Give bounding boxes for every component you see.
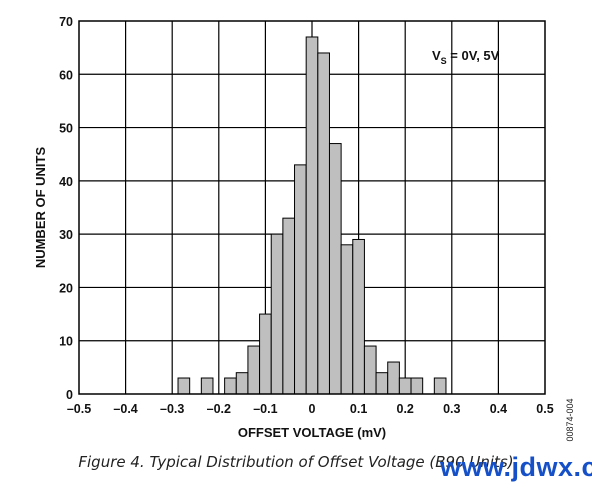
plot-frame bbox=[78, 20, 546, 395]
histogram-bar bbox=[270, 233, 284, 395]
histogram-bar bbox=[224, 377, 237, 395]
annotation-prefix: V bbox=[432, 48, 441, 63]
histogram-bar bbox=[328, 143, 342, 395]
y-tick-label: 20 bbox=[59, 281, 73, 295]
y-tick-labels: 0 10 20 30 40 50 60 70 bbox=[59, 15, 73, 402]
histogram-bar bbox=[387, 361, 400, 395]
histogram-bar bbox=[375, 372, 389, 395]
histogram-bar bbox=[235, 372, 249, 395]
y-tick-label: 0 bbox=[66, 388, 73, 402]
histogram-bar bbox=[282, 217, 296, 395]
y-tick-label: 50 bbox=[59, 122, 73, 136]
x-tick-label: 0.1 bbox=[350, 402, 367, 416]
y-tick-label: 70 bbox=[59, 15, 73, 29]
histogram-bar bbox=[433, 377, 447, 395]
histogram-bar bbox=[352, 238, 365, 395]
histogram-bars bbox=[177, 36, 447, 395]
supply-voltage-annotation: VS = 0V, 5V bbox=[432, 48, 500, 66]
x-tick-label: –0.3 bbox=[160, 402, 184, 416]
watermark: www.jdwx.cn bbox=[440, 452, 592, 482]
x-tick-label: –0.1 bbox=[253, 402, 277, 416]
figure-caption: Figure 4. Typical Distribution of Offset… bbox=[78, 453, 514, 471]
x-tick-label: –0.5 bbox=[67, 402, 91, 416]
histogram-bar bbox=[200, 377, 214, 395]
histogram-bar bbox=[317, 52, 330, 395]
histogram-bar bbox=[259, 313, 272, 395]
y-tick-label: 30 bbox=[59, 228, 73, 242]
x-tick-labels: –0.5 –0.4 –0.3 –0.2 –0.1 0 0.1 0.2 0.3 0.4 0.5 bbox=[67, 402, 554, 416]
x-tick-label: 0.2 bbox=[397, 402, 414, 416]
y-tick-label: 10 bbox=[59, 335, 73, 349]
y-tick-label: 40 bbox=[59, 175, 73, 189]
annotation-suffix: = 0V, 5V bbox=[447, 48, 500, 63]
histogram-bar bbox=[398, 377, 412, 395]
histogram-bar bbox=[340, 244, 354, 395]
histogram-bar bbox=[177, 377, 191, 395]
histogram-bar bbox=[305, 36, 319, 395]
y-tick-label: 60 bbox=[59, 68, 73, 82]
x-tick-label: 0.5 bbox=[536, 402, 553, 416]
x-tick-label: –0.2 bbox=[207, 402, 231, 416]
x-tick-label: –0.4 bbox=[113, 402, 137, 416]
histogram-bar bbox=[294, 164, 307, 395]
x-tick-label: 0.4 bbox=[490, 402, 507, 416]
figure-code: 00874-004 bbox=[565, 398, 575, 441]
histogram-bar bbox=[247, 345, 261, 395]
x-tick-label: 0.3 bbox=[443, 402, 460, 416]
histogram-bar bbox=[363, 345, 377, 395]
histogram-bar bbox=[410, 377, 424, 395]
x-tick-label: 0 bbox=[309, 402, 316, 416]
y-axis-title: NUMBER OF UNITS bbox=[33, 147, 48, 269]
x-axis-title: OFFSET VOLTAGE (mV) bbox=[238, 425, 386, 440]
annotation-subscript: S bbox=[441, 56, 447, 66]
